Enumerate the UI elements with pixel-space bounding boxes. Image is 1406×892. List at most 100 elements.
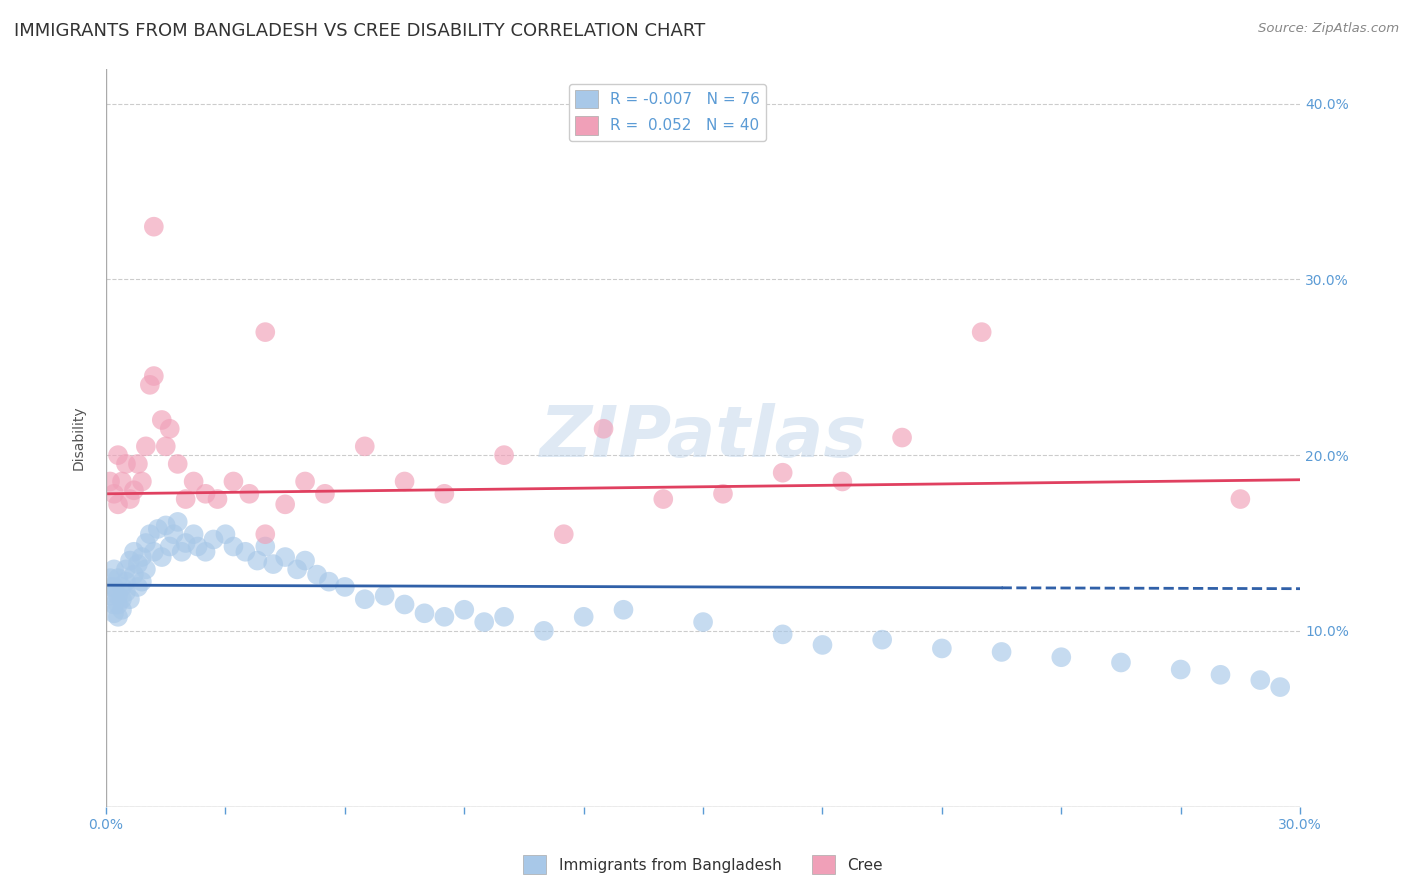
Point bbox=[155, 518, 177, 533]
Point bbox=[115, 585, 138, 599]
Point bbox=[135, 536, 157, 550]
Point bbox=[214, 527, 236, 541]
Point bbox=[139, 377, 162, 392]
Point bbox=[207, 491, 229, 506]
Text: Source: ZipAtlas.com: Source: ZipAtlas.com bbox=[1258, 22, 1399, 36]
Point bbox=[139, 527, 162, 541]
Point bbox=[891, 431, 914, 445]
Point bbox=[374, 589, 396, 603]
Point bbox=[1209, 667, 1232, 681]
Point bbox=[98, 589, 121, 603]
Point bbox=[150, 550, 173, 565]
Point bbox=[98, 571, 121, 585]
Point bbox=[122, 567, 145, 582]
Point bbox=[159, 422, 181, 436]
Point bbox=[1109, 656, 1132, 670]
Point bbox=[274, 550, 297, 565]
Point bbox=[111, 592, 134, 607]
Point bbox=[194, 545, 217, 559]
Point bbox=[318, 574, 340, 589]
Point bbox=[772, 466, 794, 480]
Point bbox=[254, 325, 277, 339]
Point bbox=[118, 592, 141, 607]
Point bbox=[222, 540, 245, 554]
Point bbox=[166, 515, 188, 529]
Point bbox=[103, 580, 125, 594]
Point bbox=[166, 457, 188, 471]
Point bbox=[533, 624, 555, 638]
Point bbox=[183, 527, 205, 541]
Point bbox=[254, 540, 277, 554]
Point bbox=[107, 448, 129, 462]
Point bbox=[394, 475, 416, 489]
Point bbox=[127, 457, 149, 471]
Point bbox=[870, 632, 893, 647]
Point bbox=[305, 567, 328, 582]
Point bbox=[187, 540, 209, 554]
Point bbox=[107, 497, 129, 511]
Point bbox=[612, 603, 634, 617]
Point bbox=[294, 553, 316, 567]
Point bbox=[183, 475, 205, 489]
Point bbox=[194, 487, 217, 501]
Point bbox=[98, 475, 121, 489]
Point bbox=[453, 603, 475, 617]
Point bbox=[254, 527, 277, 541]
Point bbox=[111, 603, 134, 617]
Point bbox=[111, 580, 134, 594]
Point bbox=[494, 448, 516, 462]
Point bbox=[131, 550, 153, 565]
Point bbox=[931, 641, 953, 656]
Point bbox=[553, 527, 575, 541]
Point bbox=[294, 475, 316, 489]
Point bbox=[118, 491, 141, 506]
Point bbox=[572, 609, 595, 624]
Point bbox=[1229, 491, 1251, 506]
Point bbox=[107, 589, 129, 603]
Text: ZIPatlas: ZIPatlas bbox=[540, 403, 866, 472]
Point bbox=[811, 638, 834, 652]
Point bbox=[274, 497, 297, 511]
Point bbox=[122, 483, 145, 498]
Legend: R = -0.007   N = 76, R =  0.052   N = 40: R = -0.007 N = 76, R = 0.052 N = 40 bbox=[568, 84, 766, 141]
Point bbox=[146, 522, 169, 536]
Point bbox=[1050, 650, 1073, 665]
Point bbox=[285, 562, 308, 576]
Point bbox=[107, 598, 129, 612]
Point bbox=[122, 545, 145, 559]
Point bbox=[103, 487, 125, 501]
Point bbox=[131, 475, 153, 489]
Point bbox=[127, 557, 149, 571]
Point bbox=[127, 580, 149, 594]
Point bbox=[115, 457, 138, 471]
Point bbox=[235, 545, 257, 559]
Point bbox=[142, 369, 165, 384]
Point bbox=[394, 598, 416, 612]
Point bbox=[142, 219, 165, 234]
Point bbox=[170, 545, 193, 559]
Point bbox=[652, 491, 675, 506]
Point bbox=[990, 645, 1012, 659]
Point bbox=[111, 475, 134, 489]
Point bbox=[970, 325, 993, 339]
Point bbox=[246, 553, 269, 567]
Point bbox=[103, 562, 125, 576]
Point bbox=[238, 487, 260, 501]
Point bbox=[107, 571, 129, 585]
Point bbox=[131, 574, 153, 589]
Point bbox=[413, 607, 436, 621]
Legend: Immigrants from Bangladesh, Cree: Immigrants from Bangladesh, Cree bbox=[517, 849, 889, 880]
Point bbox=[103, 598, 125, 612]
Point bbox=[135, 439, 157, 453]
Text: IMMIGRANTS FROM BANGLADESH VS CREE DISABILITY CORRELATION CHART: IMMIGRANTS FROM BANGLADESH VS CREE DISAB… bbox=[14, 22, 706, 40]
Point bbox=[494, 609, 516, 624]
Point bbox=[1270, 680, 1292, 694]
Point bbox=[592, 422, 614, 436]
Point bbox=[135, 562, 157, 576]
Point bbox=[472, 615, 495, 629]
Point bbox=[115, 562, 138, 576]
Point bbox=[98, 580, 121, 594]
Point bbox=[353, 592, 375, 607]
Point bbox=[142, 545, 165, 559]
Point bbox=[118, 553, 141, 567]
